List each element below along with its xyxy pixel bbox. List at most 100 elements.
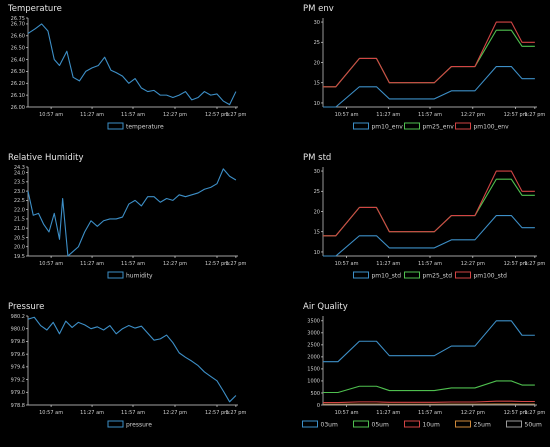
y-tick-label: 26.00 xyxy=(11,105,25,111)
x-tick-label: 12:27 pm xyxy=(461,261,485,267)
panel-title: Relative Humidity xyxy=(8,153,84,163)
series-line-pm10_env xyxy=(323,65,535,108)
y-tick-label: 978.8 xyxy=(11,403,25,409)
legend-swatch xyxy=(107,420,124,428)
x-tick-label: 1:27 pm xyxy=(225,112,246,118)
series-line-10um xyxy=(323,400,535,404)
x-tick-label: 11:57 am xyxy=(121,261,145,267)
x-tick-label: 12:57 pm xyxy=(504,261,528,267)
y-tick-label: 500 xyxy=(310,391,320,397)
y-tick-label: 1000 xyxy=(307,379,320,385)
legend-label: 25um xyxy=(474,422,491,429)
x-tick-label: 11:57 am xyxy=(418,112,442,118)
y-tick-label: 10 xyxy=(314,250,320,256)
x-tick-label: 12:57 pm xyxy=(504,410,528,416)
relative-humidity-chart: 19.5 20.0 20.5 21.0 21.5 22.0 22.5 23.0 23.5 24.0… xyxy=(14,165,247,280)
legend-swatch xyxy=(506,420,522,428)
y-tick-label: 26.60 xyxy=(11,34,25,40)
x-tick-label: 1:27 pm xyxy=(524,112,545,118)
x-tick-label: 1:27 pm xyxy=(524,410,545,416)
y-tick-label: 26.30 xyxy=(11,69,25,75)
legend-swatch xyxy=(455,271,471,279)
y-tick-label: 26.40 xyxy=(11,57,25,63)
y-tick-label: 26.75 xyxy=(11,16,25,22)
y-tick-label: 980.0 xyxy=(11,327,25,333)
y-tick-label: 23.5 xyxy=(14,180,25,186)
legend-label: 03um xyxy=(321,422,338,429)
temperature-chart: 26.00 26.10 26.20 26.30 26.40 26.50 26.60 26.70… xyxy=(11,16,247,131)
y-tick-label: 20.0 xyxy=(14,245,25,251)
y-tick-label: 2000 xyxy=(307,355,320,361)
y-tick-label: 1500 xyxy=(307,367,320,373)
x-tick-label: 12:27 pm xyxy=(163,410,187,416)
pressure-chart: 978.8 979.0 979.2 979.4 979.6 979.8 980.0 980.2… xyxy=(11,314,247,429)
y-tick-label: 20 xyxy=(314,60,320,66)
legend-swatch xyxy=(107,271,124,279)
y-tick-label: 3000 xyxy=(307,331,320,337)
y-tick-label: 24.0 xyxy=(14,170,25,176)
x-tick-label: 10:57 am xyxy=(39,112,63,118)
y-tick-label: 3500 xyxy=(307,319,320,325)
y-tick-label: 979.4 xyxy=(11,365,25,371)
x-tick-label: 11:27 am xyxy=(376,112,400,118)
series-line-pm10_std xyxy=(323,214,535,257)
relative-humidity-panel: Relative Humidity 19.5 20.0 20.5 21.0 21.5 22… xyxy=(8,153,247,297)
x-tick-label: 11:27 am xyxy=(80,261,104,267)
y-tick-label: 20 xyxy=(314,209,320,215)
y-tick-label: 979.8 xyxy=(11,339,25,345)
x-tick-label: 1:27 pm xyxy=(225,410,246,416)
series-line-humidity xyxy=(27,168,237,257)
series-line-pm100_std xyxy=(323,170,535,237)
panel-title: PM std xyxy=(303,153,332,163)
y-tick-label: 26.70 xyxy=(11,22,25,28)
legend-label: pressure xyxy=(126,422,152,429)
x-tick-label: 12:27 pm xyxy=(163,261,187,267)
legend-label: pm100_env xyxy=(474,124,510,131)
x-tick-label: 1:27 pm xyxy=(225,261,246,267)
y-tick-label: 980.2 xyxy=(11,314,25,320)
x-tick-label: 11:57 am xyxy=(121,112,145,118)
y-tick-label: 979.6 xyxy=(11,352,25,358)
y-tick-label: 26.10 xyxy=(11,93,25,99)
legend-swatch xyxy=(302,420,318,428)
temperature-panel: Temperature 26.00 26.10 26.20 26.30 26.40 26.… xyxy=(8,4,247,148)
series-line-pressure xyxy=(27,316,237,403)
x-tick-label: 12:27 pm xyxy=(163,112,187,118)
legend-swatch xyxy=(353,271,369,279)
y-tick-label: 979.0 xyxy=(11,390,25,396)
y-tick-label: 21.0 xyxy=(14,226,25,232)
series-line-pm25_std xyxy=(323,178,535,237)
y-tick-label: 26.20 xyxy=(11,81,25,87)
series-line-pm25_env xyxy=(323,29,535,88)
y-tick-label: 25 xyxy=(314,40,320,46)
y-tick-label: 25 xyxy=(314,189,320,195)
y-tick-label: 10 xyxy=(314,101,320,107)
y-tick-label: 26.50 xyxy=(11,45,25,51)
legend-label: 10um xyxy=(423,422,440,429)
x-tick-label: 12:57 pm xyxy=(205,261,229,267)
y-tick-label: 22.5 xyxy=(14,198,25,204)
x-tick-label: 1:27 pm xyxy=(524,261,545,267)
legend-swatch xyxy=(107,122,124,130)
y-tick-label: 24.3 xyxy=(14,165,25,171)
y-tick-label: 979.2 xyxy=(11,377,25,383)
x-tick-label: 11:57 am xyxy=(418,410,442,416)
pm-env-panel: PM env 10 15 20 25 30 10:57 am 11:27 am 11:57 a… xyxy=(303,4,545,148)
legend-label: pm25_std xyxy=(423,273,453,280)
x-tick-label: 11:27 am xyxy=(80,410,104,416)
y-tick-label: 30 xyxy=(314,169,320,175)
series-line-pm100_env xyxy=(323,21,535,88)
series-line-03um xyxy=(323,320,535,363)
y-tick-label: 15 xyxy=(314,230,320,236)
legend-label: pm25_env xyxy=(423,124,455,131)
x-tick-label: 11:57 am xyxy=(418,261,442,267)
x-tick-label: 12:57 pm xyxy=(205,112,229,118)
pm-std-panel: PM std 10 15 20 25 30 10:57 am 11:27 am 11:57 a… xyxy=(303,153,545,297)
x-tick-label: 12:57 pm xyxy=(205,410,229,416)
x-tick-label: 11:27 am xyxy=(376,410,400,416)
y-tick-label: 22.0 xyxy=(14,207,25,213)
legend-label: pm100_std xyxy=(474,273,508,280)
panel-title: Air Quality xyxy=(303,302,348,312)
legend-label: humidity xyxy=(126,273,153,280)
legend-label: 05um xyxy=(372,422,389,429)
